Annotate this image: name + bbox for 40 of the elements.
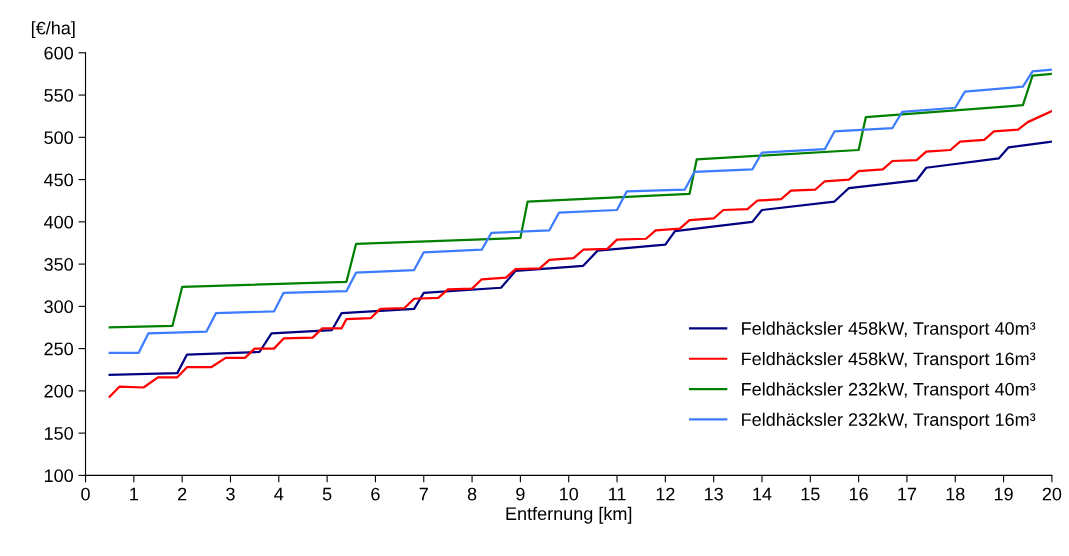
x-tick-label: 20	[1042, 487, 1062, 501]
y-axis-title: [€/ha]	[31, 21, 75, 39]
x-tick-label: 9	[516, 487, 525, 501]
y-tick-label: 250	[44, 342, 74, 356]
x-tick-label: 7	[419, 487, 428, 501]
x-tick-label: 14	[753, 487, 772, 501]
y-tick-label: 350	[44, 258, 74, 271]
x-tick-label: 19	[994, 487, 1013, 501]
x-tick-label: 15	[801, 487, 820, 501]
x-tick-label: 0	[81, 487, 90, 501]
x-tick-label: 10	[560, 487, 579, 501]
x-tick-label: 17	[898, 487, 917, 501]
x-tick-label: 3	[226, 487, 235, 501]
line-series	[108, 110, 1052, 398]
x-tick-label: 11	[609, 487, 626, 501]
x-tick-label: 6	[371, 487, 380, 501]
y-tick-label: 500	[44, 131, 74, 145]
x-tick-label: 16	[849, 487, 868, 501]
legend-label: Feldhäcksler 232kW, Transport 40m³	[742, 382, 1036, 400]
y-tick-label: 550	[44, 89, 74, 102]
x-tick-label: 5	[322, 487, 332, 501]
y-tick-label: 400	[44, 215, 74, 229]
y-tick-label: 450	[44, 173, 74, 187]
x-tick-label: 8	[467, 487, 477, 501]
legend-label: Feldhäcksler 458kW, Transport 16m³	[742, 351, 1036, 369]
legend-label: Feldhäcksler 232kW, Transport 16m³	[742, 412, 1036, 430]
x-tick-label: 1	[130, 487, 138, 501]
x-tick-label: 2	[178, 487, 187, 501]
legend-label: Feldhäcksler 458kW, Transport 40m³	[742, 321, 1036, 339]
x-axis-title: Entfernung [km]	[506, 506, 632, 524]
x-tick-label: 4	[274, 487, 284, 501]
y-tick-label: 150	[44, 427, 74, 440]
y-tick-label: 200	[44, 384, 74, 398]
y-tick-label: 100	[44, 469, 74, 483]
x-tick-label: 18	[946, 487, 965, 501]
x-tick-label: 12	[656, 487, 675, 501]
y-tick-label: 300	[44, 300, 74, 314]
y-tick-label: 600	[44, 46, 74, 60]
x-tick-label: 13	[705, 487, 723, 501]
line-series	[108, 140, 1052, 376]
